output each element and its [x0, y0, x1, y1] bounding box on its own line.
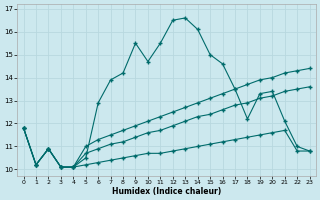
- X-axis label: Humidex (Indice chaleur): Humidex (Indice chaleur): [112, 187, 221, 196]
